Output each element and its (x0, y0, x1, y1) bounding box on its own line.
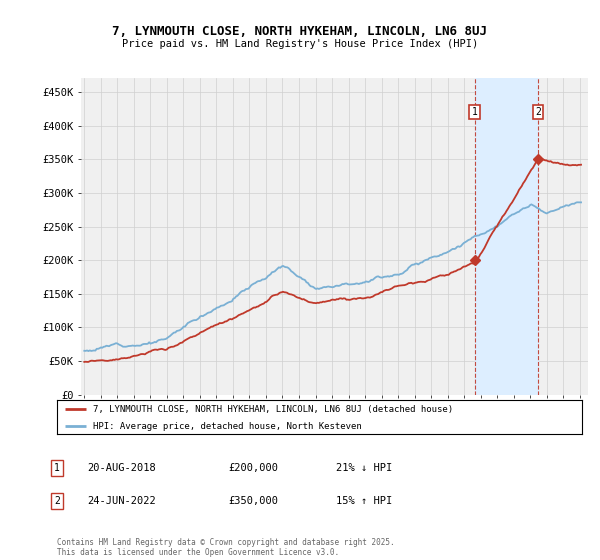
Text: 7, LYNMOUTH CLOSE, NORTH HYKEHAM, LINCOLN, LN6 8UJ (detached house): 7, LYNMOUTH CLOSE, NORTH HYKEHAM, LINCOL… (93, 405, 453, 414)
Text: 15% ↑ HPI: 15% ↑ HPI (336, 496, 392, 506)
Text: 2: 2 (535, 107, 541, 117)
Text: 1: 1 (472, 107, 478, 117)
Text: 1: 1 (54, 463, 60, 473)
Text: 2: 2 (54, 496, 60, 506)
Text: 24-JUN-2022: 24-JUN-2022 (87, 496, 156, 506)
Text: 21% ↓ HPI: 21% ↓ HPI (336, 463, 392, 473)
Text: £350,000: £350,000 (228, 496, 278, 506)
Text: Price paid vs. HM Land Registry's House Price Index (HPI): Price paid vs. HM Land Registry's House … (122, 39, 478, 49)
Bar (475, 78, 538, 395)
Text: £200,000: £200,000 (228, 463, 278, 473)
Text: Contains HM Land Registry data © Crown copyright and database right 2025.
This d: Contains HM Land Registry data © Crown c… (57, 538, 395, 557)
Text: HPI: Average price, detached house, North Kesteven: HPI: Average price, detached house, Nort… (93, 422, 361, 431)
Text: 20-AUG-2018: 20-AUG-2018 (87, 463, 156, 473)
Text: 7, LYNMOUTH CLOSE, NORTH HYKEHAM, LINCOLN, LN6 8UJ: 7, LYNMOUTH CLOSE, NORTH HYKEHAM, LINCOL… (113, 25, 487, 38)
